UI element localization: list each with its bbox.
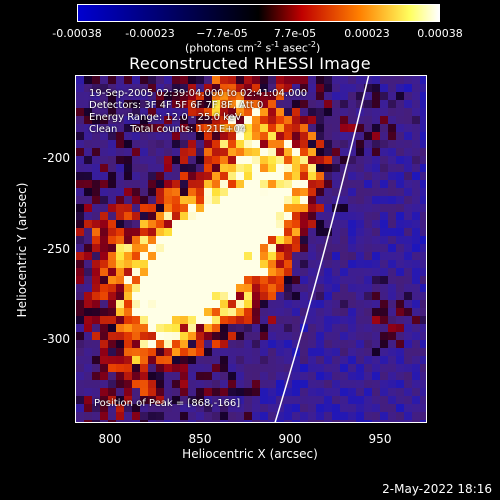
timestamp: 2-May-2022 18:16 bbox=[382, 482, 492, 496]
colorbar-unit-label: (photons cm-2 s-1 asec-2) bbox=[185, 40, 321, 55]
colorbar bbox=[77, 4, 440, 22]
x-tick: 900 bbox=[278, 432, 302, 446]
colorbar-tick: 0.00023 bbox=[344, 27, 390, 40]
colorbar-tick: 0.00038 bbox=[417, 27, 463, 40]
rhessi-image bbox=[76, 76, 426, 422]
detectors-annotation: Detectors: 3F 4F 5F 6F 7F 8F, Att 0 bbox=[89, 100, 264, 111]
solar-limb-line bbox=[274, 76, 370, 422]
y-tick: -300 bbox=[42, 332, 70, 346]
colorbar-tick: -0.00023 bbox=[125, 27, 175, 40]
x-tick: 950 bbox=[368, 432, 392, 446]
colorbar-tick: -0.00038 bbox=[52, 27, 102, 40]
time-range-annotation: 19-Sep-2005 02:39:04.000 to 02:41:04.000 bbox=[89, 88, 308, 99]
y-tick: -200 bbox=[42, 151, 70, 165]
y-tick: -250 bbox=[42, 242, 70, 256]
x-tick: 800 bbox=[98, 432, 122, 446]
solar-image-plot: 19-Sep-2005 02:39:04.000 to 02:41:04.000… bbox=[75, 75, 427, 423]
colorbar-tick: −7.7e-05 bbox=[196, 27, 248, 40]
peak-position-annotation: Position of Peak = [868,-166] bbox=[94, 398, 241, 409]
solar-limb-overlay bbox=[274, 76, 370, 422]
y-axis-label: Heliocentric Y (arcsec) bbox=[15, 182, 29, 318]
x-tick: 850 bbox=[188, 432, 212, 446]
counts-annotation: Clean Total counts: 1.21E+04 bbox=[89, 124, 247, 135]
image-title: Reconstructed RHESSI Image bbox=[129, 54, 371, 73]
energy-range-annotation: Energy Range: 12.0 - 25.0 keV bbox=[89, 112, 242, 123]
x-axis-label: Heliocentric X (arcsec) bbox=[182, 447, 318, 461]
colorbar-tick: 7.7e-05 bbox=[273, 27, 317, 40]
